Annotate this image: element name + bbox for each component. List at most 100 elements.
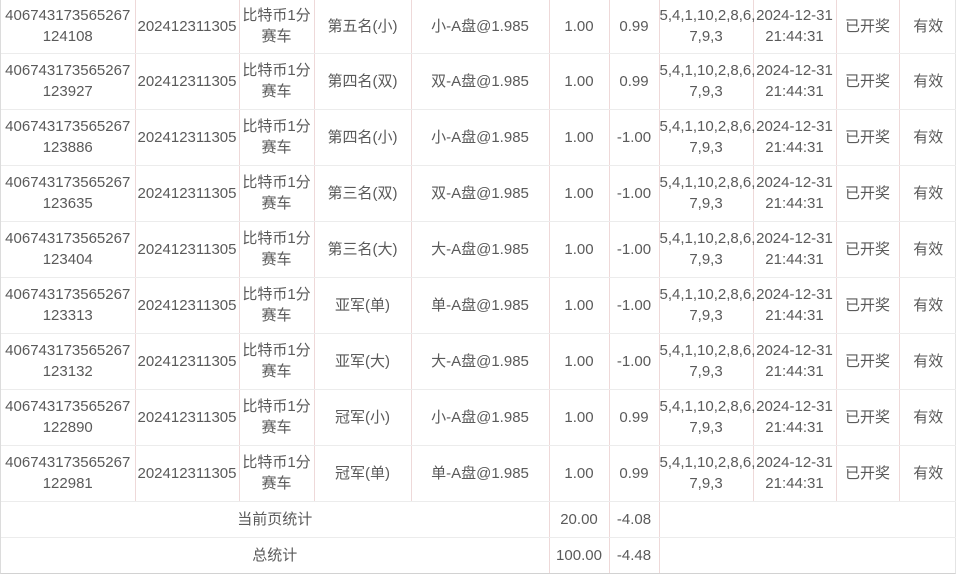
current-page-summary-row: 当前页统计 20.00 -4.08 — [1, 501, 956, 538]
cell-bet-position: 冠军(小) — [313, 389, 411, 446]
cell-bet-amount: 1.00 — [548, 221, 609, 278]
cell-win-loss: 0.99 — [608, 389, 659, 446]
cell-game-name: 比特币1分 赛车 — [238, 333, 314, 390]
summary-win-loss: -4.08 — [608, 501, 659, 538]
cell-game-name: 比特币1分 赛车 — [238, 221, 314, 278]
cell-bet-content: 单-A盘@1.985 — [410, 277, 549, 334]
cell-bet-content: 大-A盘@1.985 — [410, 333, 549, 390]
cell-draw-time: 2024-12-31 21:44:31 — [752, 445, 836, 502]
cell-period: 202412311305 — [134, 53, 239, 110]
cell-draw-time: 2024-12-31 21:44:31 — [752, 389, 836, 446]
cell-draw-status: 已开奖 — [835, 389, 899, 446]
summary-empty-cell — [658, 537, 956, 573]
cell-period: 202412311305 — [134, 109, 239, 166]
cell-period: 202412311305 — [134, 0, 239, 54]
cell-win-loss: 0.99 — [608, 0, 659, 54]
cell-order-id: 406743173565267 123313 — [1, 277, 135, 334]
cell-bet-position: 第四名(小) — [313, 109, 411, 166]
cell-draw-result: 5,4,1,10,2,8,6, 7,9,3 — [658, 277, 755, 334]
cell-bet-content: 小-A盘@1.985 — [410, 0, 549, 54]
cell-draw-result: 5,4,1,10,2,8,6, 7,9,3 — [658, 389, 755, 446]
cell-bet-position: 第四名(双) — [313, 53, 411, 110]
cell-game-name: 比特币1分 赛车 — [238, 389, 314, 446]
cell-game-name: 比特币1分 赛车 — [238, 0, 314, 54]
cell-period: 202412311305 — [134, 277, 239, 334]
cell-bet-position: 亚军(单) — [313, 277, 411, 334]
summary-label: 总统计 — [252, 546, 298, 564]
cell-order-id: 406743173565267 124108 — [1, 0, 135, 54]
table-row: 406743173565267 122890 202412311305 比特币1分 … — [1, 389, 956, 446]
summary-amount: 100.00 — [548, 537, 609, 573]
cell-order-id: 406743173565267 123132 — [1, 333, 135, 390]
cell-bet-amount: 1.00 — [548, 53, 609, 110]
cell-order-id: 406743173565267 122981 — [1, 445, 135, 502]
cell-bet-content: 小-A盘@1.985 — [410, 109, 549, 166]
cell-draw-time: 2024-12-31 21:44:31 — [752, 277, 836, 334]
cell-period: 202412311305 — [134, 221, 239, 278]
cell-period: 202412311305 — [134, 389, 239, 446]
cell-draw-status: 已开奖 — [835, 221, 899, 278]
cell-order-id: 406743173565267 123886 — [1, 109, 135, 166]
total-summary-row: 总统计 100.00 -4.48 — [1, 537, 956, 573]
cell-bet-content: 单-A盘@1.985 — [410, 445, 549, 502]
cell-game-name: 比特币1分 赛车 — [238, 277, 314, 334]
summary-win-loss: -4.48 — [608, 537, 659, 573]
table-row: 406743173565267 123927 202412311305 比特币1分 … — [1, 53, 956, 110]
cell-period: 202412311305 — [134, 165, 239, 222]
cell-order-id: 406743173565267 122890 — [1, 389, 135, 446]
cell-period: 202412311305 — [134, 333, 239, 390]
cell-win-loss: -1.00 — [608, 221, 659, 278]
cell-draw-time: 2024-12-31 21:44:31 — [752, 221, 836, 278]
table-row: 406743173565267 123635 202412311305 比特币1分 … — [1, 165, 956, 222]
table-row: 406743173565267 123132 202412311305 比特币1分 … — [1, 333, 956, 390]
cell-draw-time: 2024-12-31 21:44:31 — [752, 165, 836, 222]
summary-amount: 20.00 — [548, 501, 609, 538]
cell-draw-status: 已开奖 — [835, 53, 899, 110]
cell-period: 202412311305 — [134, 445, 239, 502]
cell-win-loss: -1.00 — [608, 277, 659, 334]
cell-bet-content: 小-A盘@1.985 — [410, 389, 549, 446]
table-row: 406743173565267 124108 202412311305 比特币1分 … — [1, 0, 956, 54]
cell-win-loss: -1.00 — [608, 165, 659, 222]
cell-win-loss: -1.00 — [608, 333, 659, 390]
cell-draw-result: 5,4,1,10,2,8,6, 7,9,3 — [658, 109, 755, 166]
cell-bet-amount: 1.00 — [548, 445, 609, 502]
table-row: 406743173565267 122981 202412311305 比特币1分 … — [1, 445, 956, 502]
cell-draw-time: 2024-12-31 21:44:31 — [752, 53, 836, 110]
cell-bet-amount: 1.00 — [548, 109, 609, 166]
cell-validity: 有效 — [898, 53, 956, 110]
table-row: 406743173565267 123886 202412311305 比特币1分 … — [1, 109, 956, 166]
cell-validity: 有效 — [898, 0, 956, 54]
cell-draw-result: 5,4,1,10,2,8,6, 7,9,3 — [658, 0, 755, 54]
cell-draw-result: 5,4,1,10,2,8,6, 7,9,3 — [658, 333, 755, 390]
cell-draw-status: 已开奖 — [835, 445, 899, 502]
cell-bet-content: 双-A盘@1.985 — [410, 165, 549, 222]
cell-draw-result: 5,4,1,10,2,8,6, 7,9,3 — [658, 53, 755, 110]
cell-game-name: 比特币1分 赛车 — [238, 53, 314, 110]
cell-validity: 有效 — [898, 165, 956, 222]
cell-validity: 有效 — [898, 389, 956, 446]
cell-bet-position: 亚军(大) — [313, 333, 411, 390]
cell-bet-content: 双-A盘@1.985 — [410, 53, 549, 110]
cell-draw-status: 已开奖 — [835, 277, 899, 334]
cell-draw-time: 2024-12-31 21:44:31 — [752, 109, 836, 166]
cell-win-loss: 0.99 — [608, 445, 659, 502]
cell-draw-status: 已开奖 — [835, 109, 899, 166]
cell-draw-time: 2024-12-31 21:44:31 — [752, 0, 836, 54]
cell-draw-status: 已开奖 — [835, 165, 899, 222]
cell-game-name: 比特币1分 赛车 — [238, 445, 314, 502]
cell-win-loss: -1.00 — [608, 109, 659, 166]
summary-label: 当前页统计 — [1, 501, 549, 538]
cell-bet-position: 第五名(小) — [313, 0, 411, 54]
cell-order-id: 406743173565267 123635 — [1, 165, 135, 222]
cell-validity: 有效 — [898, 445, 956, 502]
cell-validity: 有效 — [898, 277, 956, 334]
cell-bet-amount: 1.00 — [548, 389, 609, 446]
cell-bet-amount: 1.00 — [548, 333, 609, 390]
cell-bet-position: 第三名(大) — [313, 221, 411, 278]
cell-game-name: 比特币1分 赛车 — [238, 109, 314, 166]
table-row: 406743173565267 123313 202412311305 比特币1分 … — [1, 277, 956, 334]
cell-validity: 有效 — [898, 109, 956, 166]
